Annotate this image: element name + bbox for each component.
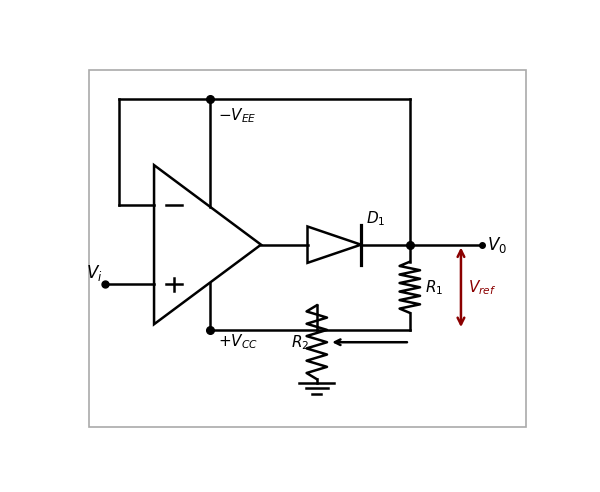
Text: $R_2$: $R_2$ — [291, 333, 310, 352]
Text: $R_1$: $R_1$ — [425, 278, 443, 297]
Text: $+V_{CC}$: $+V_{CC}$ — [218, 332, 258, 350]
Polygon shape — [308, 226, 361, 263]
Text: $D_1$: $D_1$ — [365, 209, 385, 227]
Text: $V_i$: $V_i$ — [86, 263, 103, 282]
Text: $V_0$: $V_0$ — [487, 235, 508, 255]
Text: $V_{ref}$: $V_{ref}$ — [468, 278, 496, 297]
Text: $-V_{EE}$: $-V_{EE}$ — [218, 106, 257, 125]
FancyBboxPatch shape — [89, 70, 526, 427]
